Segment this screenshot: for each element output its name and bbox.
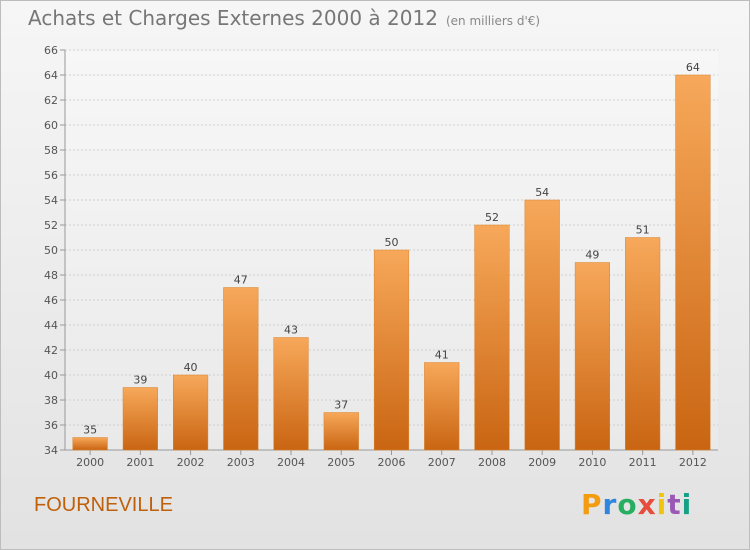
brand-letter: r [602,488,618,521]
y-tick-label: 46 [44,294,58,307]
commune-name: FOURNEVILLE [34,494,173,516]
bar [625,237,661,451]
bar-value-label: 39 [133,374,147,387]
y-tick-label: 58 [44,144,58,157]
bar-value-label: 35 [83,424,97,437]
brand-letter: o [617,488,638,521]
y-tick-label: 34 [44,444,58,457]
bar-value-label: 47 [234,274,248,287]
bar [373,249,410,451]
y-tick-label: 62 [44,94,58,107]
y-tick-label: 50 [44,244,58,257]
x-tick-label: 2005 [327,456,355,469]
bar [223,287,259,451]
y-tick-label: 66 [44,44,58,57]
bar-value-label: 41 [435,349,449,362]
bar [323,412,359,451]
brand-letter: t [667,488,682,521]
bar-value-label: 43 [284,324,298,337]
bar-value-label: 50 [385,236,399,249]
bar [172,374,209,451]
brand-logo: Proxiti [581,488,692,521]
brand-letter: x [637,488,657,521]
chart-title-text: Achats et Charges Externes 2000 à 2012 [28,6,438,30]
bar [273,337,309,451]
x-tick-label: 2009 [528,456,556,469]
y-tick-label: 42 [44,344,58,357]
bar-value-label: 54 [535,186,549,199]
bar-value-label: 40 [184,361,198,374]
y-tick-label: 60 [44,119,58,132]
brand-letter: P [581,488,603,521]
y-tick-label: 52 [44,219,58,232]
y-tick-label: 48 [44,269,58,282]
chart-subtitle: (en milliers d'€) [445,14,541,28]
y-tick-label: 40 [44,369,58,382]
y-tick-label: 64 [44,69,58,82]
y-tick-label: 56 [44,169,58,182]
bar [675,74,711,451]
x-tick-label: 2001 [126,456,154,469]
chart-title: Achats et Charges Externes 2000 à 2012 (e… [28,6,540,30]
bar [72,437,108,451]
x-tick-label: 2007 [428,456,456,469]
brand-letter: i [681,488,693,521]
bar [474,224,510,451]
y-tick-label: 54 [44,194,58,207]
x-tick-label: 2006 [378,456,406,469]
x-tick-label: 2008 [478,456,506,469]
x-tick-label: 2000 [76,456,104,469]
x-tick-label: 2002 [177,456,205,469]
y-tick-label: 38 [44,394,58,407]
bar-value-label: 49 [585,249,599,262]
x-tick-label: 2003 [227,456,255,469]
bar [424,362,460,451]
bar [122,387,158,451]
bar-value-label: 37 [334,399,348,412]
x-tick-label: 2010 [578,456,606,469]
brand-letter: i [656,488,668,521]
y-tick-label: 36 [44,419,58,432]
y-tick-label: 44 [44,319,58,332]
bar-value-label: 64 [686,61,700,74]
x-tick-label: 2012 [679,456,707,469]
x-tick-label: 2011 [629,456,657,469]
bar [524,199,560,451]
x-tick-label: 2004 [277,456,305,469]
bar-value-label: 51 [636,224,650,237]
bar [574,262,611,451]
bar-value-label: 52 [485,211,499,224]
